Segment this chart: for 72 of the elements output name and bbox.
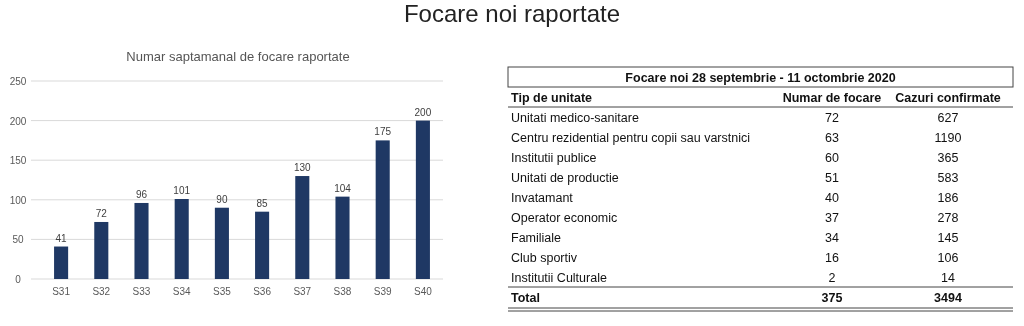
bar: [54, 246, 69, 279]
data-label: 96: [135, 188, 148, 200]
data-label: 200: [414, 106, 432, 118]
data-label: 145: [937, 231, 959, 245]
data-label: 63: [825, 131, 839, 145]
x-tick-label: S33: [132, 286, 151, 297]
category-label: Club sportiv: [511, 251, 578, 265]
category-label: Centru rezidential pentru copii sau varstnici: [511, 131, 751, 145]
data-label: 16: [825, 251, 839, 265]
category-label: Institutii publice: [511, 151, 597, 165]
data-label: 14: [941, 271, 955, 285]
data-label: 72: [825, 111, 839, 125]
data-label: 72: [95, 207, 108, 219]
data-label: 90: [216, 193, 228, 205]
x-tick-label: S34: [172, 286, 192, 297]
x-tick-label: S37: [293, 286, 312, 297]
x-tick-label: S38: [333, 286, 352, 297]
data-label: 583: [937, 171, 959, 185]
data-label: 186: [937, 191, 959, 205]
text: Total: [511, 291, 540, 305]
category-label: Unitati medico-sanitare: [511, 111, 639, 125]
bar: [415, 120, 430, 279]
data-label: 40: [825, 191, 839, 205]
y-tick-label: 200: [9, 115, 27, 127]
category-label: Familiale: [511, 231, 562, 245]
chart-subtitle: Numar saptamanal de focare raportate: [126, 49, 350, 64]
text: Focare noi raportate: [403, 0, 621, 27]
data-label: 106: [937, 251, 959, 265]
data-label: 41: [55, 232, 68, 244]
category-label: Invatamant: [511, 191, 574, 205]
data-label: 34: [825, 231, 839, 245]
x-tick-label: S39: [373, 286, 393, 297]
data-label: 1190: [934, 131, 962, 145]
data-label: 365: [937, 151, 959, 165]
text: Cazuri confirmate: [895, 91, 1001, 105]
bar: [295, 176, 310, 279]
x-tick-label: S40: [414, 286, 433, 297]
text: 375: [821, 291, 843, 305]
x-tick-label: S35: [213, 286, 232, 297]
y-tick-label: 0: [15, 274, 22, 285]
data-label: 37: [825, 211, 839, 225]
data-label: 101: [173, 185, 191, 197]
text: 3494: [934, 291, 962, 305]
bar: [255, 211, 270, 279]
y-tick-label: 150: [9, 155, 27, 167]
category-label: Operator economic: [511, 211, 618, 225]
category-label: Unitati de productie: [511, 171, 619, 185]
bar: [214, 207, 229, 279]
data-label: 60: [825, 151, 839, 165]
y-tick-label: 100: [9, 194, 27, 206]
text: Tip de unitate: [511, 91, 593, 105]
y-tick-label: 50: [12, 234, 24, 246]
data-label: 2: [828, 271, 836, 285]
bar: [335, 196, 350, 279]
data-label: 627: [937, 111, 959, 125]
bar: [375, 140, 390, 279]
x-tick-label: S36: [253, 286, 272, 297]
x-tick-label: S31: [52, 286, 71, 297]
y-tick-label: 250: [9, 76, 27, 87]
text: Numar de focare: [782, 91, 882, 105]
bar: [134, 202, 149, 279]
text: Focare noi 28 septembrie - 11 octombrie 2020: [625, 71, 896, 85]
data-label: 51: [825, 171, 839, 185]
data-label: 130: [293, 162, 312, 174]
data-label: 104: [334, 182, 352, 194]
category-label: Institutii Culturale: [511, 271, 607, 285]
bar: [174, 199, 189, 279]
bar: [94, 221, 109, 279]
data-label: 175: [374, 126, 392, 138]
data-label: 278: [937, 211, 959, 225]
data-label: 85: [256, 197, 269, 209]
x-tick-label: S32: [92, 286, 111, 297]
